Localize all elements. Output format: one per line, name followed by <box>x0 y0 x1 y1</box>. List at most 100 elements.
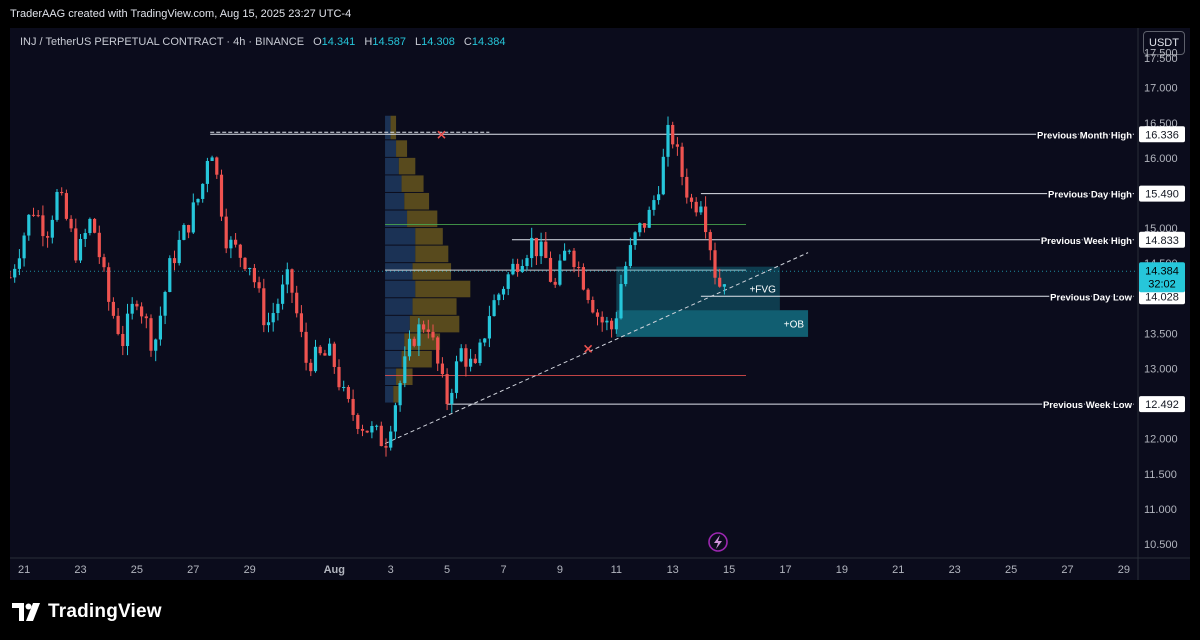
candle-body <box>591 299 595 313</box>
candle-body <box>116 315 120 334</box>
candle-body <box>487 316 491 339</box>
candle-body <box>610 320 614 330</box>
candle-body <box>229 239 233 249</box>
replay-icon[interactable] <box>708 532 728 552</box>
trendline-layer <box>384 252 809 445</box>
candle-body <box>534 237 538 257</box>
candle-body <box>295 292 299 314</box>
candle-body <box>248 267 252 270</box>
candle-body <box>671 124 675 145</box>
candle-body <box>501 288 506 295</box>
candle-body <box>412 338 416 346</box>
candle-body <box>262 288 266 326</box>
candle-body <box>83 233 87 239</box>
markers-layer <box>437 130 593 353</box>
candle-body <box>64 193 68 219</box>
price-tick-label: 10.500 <box>1144 539 1178 551</box>
countdown-text: 32:02 <box>1148 278 1176 290</box>
candle-body <box>379 425 383 447</box>
candle-body <box>337 366 341 388</box>
candle-body <box>168 258 172 293</box>
price-chart[interactable]: +FVG +OB Previous Month High Previous Day … <box>10 28 1190 580</box>
candle-body <box>530 237 534 259</box>
time-tick-label: 21 <box>18 564 30 576</box>
tradingview-logo[interactable]: TradingView <box>12 601 162 623</box>
candle-body <box>365 430 369 433</box>
candle-body <box>304 331 308 363</box>
candle-body <box>661 156 665 195</box>
candle-body <box>144 316 148 319</box>
candle-body <box>271 313 275 323</box>
candle-body <box>614 318 618 330</box>
price-tick-label: 11.500 <box>1144 469 1177 481</box>
level-label: Previous Week Low <box>1043 400 1133 411</box>
profile-bar-gold <box>398 157 416 175</box>
candle-body <box>718 277 722 287</box>
candle-body <box>276 303 280 314</box>
time-tick-label: 7 <box>500 564 506 576</box>
price-tick-label: 12.000 <box>1144 434 1178 446</box>
candle-body <box>680 146 684 177</box>
level-label: Previous Day Low <box>1050 292 1132 303</box>
time-tick-label: 23 <box>74 564 86 576</box>
brand-name: TradingView <box>48 601 162 622</box>
candle-body <box>384 446 388 448</box>
zones-layer: +FVG +OB <box>616 266 809 337</box>
level-price-tag <box>1139 185 1185 202</box>
candle-body <box>398 383 402 406</box>
profile-bar-gold <box>390 115 397 140</box>
candle-body <box>31 214 36 216</box>
chart-frame[interactable]: INJ / TetherUS PERPETUAL CONTRACT · 4h ·… <box>10 28 1190 580</box>
symbol-legend[interactable]: INJ / TetherUS PERPETUAL CONTRACT · 4h ·… <box>20 36 506 48</box>
level-price-tag <box>1139 396 1185 413</box>
time-tick-label: 13 <box>667 564 679 576</box>
candle-body <box>135 303 139 307</box>
candle-body <box>360 428 365 431</box>
candle-body <box>544 241 548 258</box>
candle-body <box>431 331 435 338</box>
profile-bar-gold <box>412 263 452 280</box>
candle-body <box>525 258 529 266</box>
candle-body <box>516 263 520 272</box>
candle-body <box>464 348 468 367</box>
candle-body <box>41 215 45 237</box>
profile-bar-gold <box>404 192 430 210</box>
candle-body <box>224 216 228 249</box>
candle-body <box>27 214 31 236</box>
candle-body <box>219 174 224 217</box>
candle-body <box>191 202 195 233</box>
candle-body <box>201 183 205 199</box>
candle-body <box>619 284 623 319</box>
time-tick-label: 23 <box>949 564 961 576</box>
close-value: 14.384 <box>471 36 506 48</box>
candle-body <box>478 342 482 364</box>
candle-body <box>323 353 327 356</box>
candle-body <box>13 268 17 278</box>
candle-body <box>704 206 708 233</box>
profile-bar-dark <box>385 157 399 175</box>
level-label: Previous Month High <box>1037 130 1132 141</box>
candle-body <box>638 223 642 233</box>
currency-button[interactable]: USDT <box>1143 31 1185 55</box>
candle-body <box>440 363 444 375</box>
profile-bar-dark <box>385 368 397 386</box>
candle-body <box>563 250 567 261</box>
level-price-text: 15.490 <box>1145 189 1179 201</box>
candle-body <box>111 301 115 316</box>
candle-body <box>97 232 101 258</box>
candle-body <box>445 374 449 405</box>
candle-body <box>158 315 162 340</box>
candle-body <box>252 267 256 283</box>
profile-bar-gold <box>415 228 443 245</box>
profile-bar-dark <box>385 315 410 333</box>
candle-body <box>154 339 158 351</box>
candle-body <box>299 313 303 332</box>
profile-bar-gold <box>401 175 424 192</box>
candle-body <box>342 386 346 388</box>
current-price-tag <box>1139 262 1185 293</box>
level-label: Previous Day High <box>1048 190 1132 201</box>
candle-body <box>473 358 477 364</box>
time-tick-label: 29 <box>244 564 256 576</box>
level-price-text: 12.492 <box>1145 399 1179 411</box>
open-value: 14.341 <box>321 36 356 48</box>
